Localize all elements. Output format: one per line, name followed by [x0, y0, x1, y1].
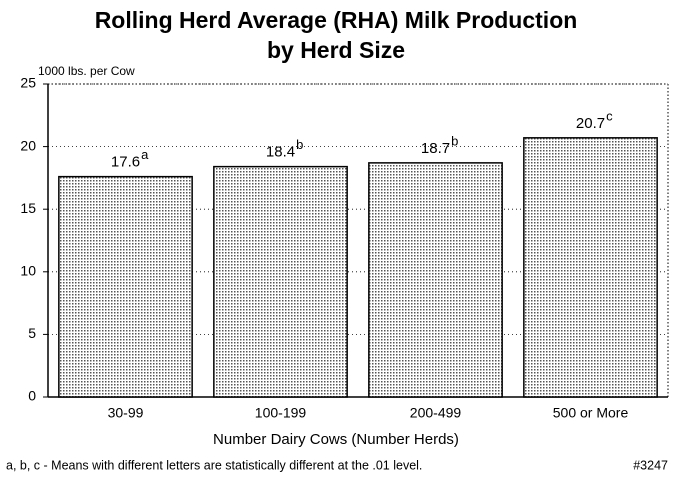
significance-letter: b — [451, 133, 458, 148]
significance-letter: a — [141, 147, 149, 162]
bar — [523, 137, 658, 398]
x-tick-label: 30-99 — [108, 405, 144, 421]
y-tick-label: 10 — [20, 263, 36, 279]
value-label: 17.6 — [111, 154, 140, 171]
y-tick-label: 20 — [20, 137, 36, 153]
bar — [213, 165, 348, 398]
x-tick-label: 200-499 — [410, 405, 462, 421]
value-label: 18.7 — [421, 140, 450, 157]
y-tick-label: 25 — [20, 75, 36, 91]
footnote: a, b, c - Means with different letters a… — [6, 458, 422, 472]
significance-letter: b — [296, 137, 303, 152]
y-tick-label: 15 — [20, 200, 36, 216]
figure-id: #3247 — [633, 458, 668, 472]
bar — [368, 162, 503, 398]
x-axis-label: Number Dairy Cows (Number Herds) — [213, 431, 459, 448]
x-tick-label: 100-199 — [255, 405, 307, 421]
x-tick-label: 500 or More — [553, 405, 629, 421]
chart-title: Rolling Herd Average (RHA) Milk Producti… — [95, 7, 578, 33]
value-label: 18.4 — [266, 144, 295, 161]
bar — [58, 175, 193, 398]
significance-letter: c — [606, 108, 613, 123]
chart-title: by Herd Size — [267, 37, 405, 63]
y-tick-label: 0 — [28, 388, 36, 404]
y-axis-label: 1000 lbs. per Cow — [38, 64, 135, 78]
value-label: 20.7 — [576, 115, 605, 132]
y-tick-label: 5 — [28, 325, 36, 341]
